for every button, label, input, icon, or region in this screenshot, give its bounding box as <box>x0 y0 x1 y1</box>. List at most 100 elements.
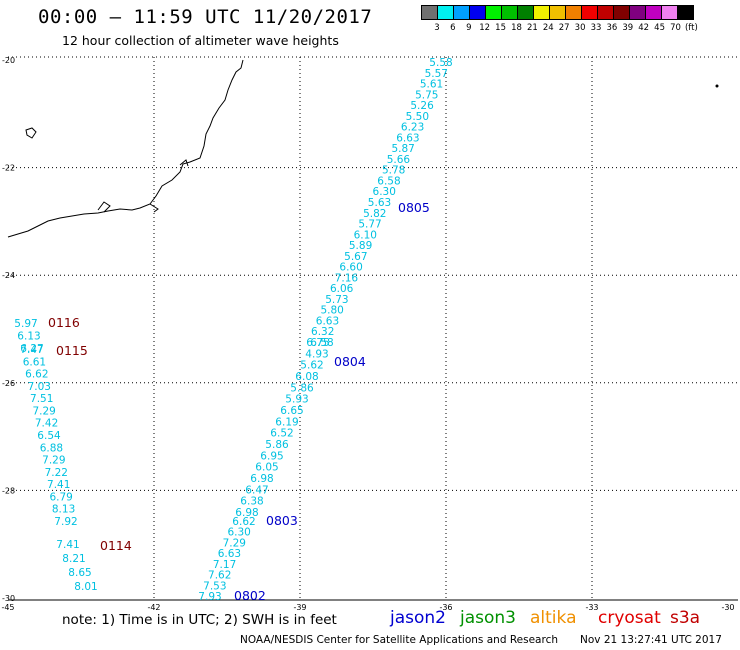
island-outline <box>25 127 37 139</box>
swh-value: 5.86 <box>290 382 314 394</box>
longitude-label: -36 <box>439 603 452 612</box>
legend-tick-label: 18 <box>511 23 522 33</box>
pass-label: 0802 <box>234 588 266 603</box>
pass-label: 0115 <box>56 343 88 358</box>
swh-value: 6.58 <box>310 337 333 349</box>
swh-value: 8.13 <box>52 504 75 516</box>
satellite-tracks: 5.585.575.615.755.265.506.236.635.875.66… <box>14 57 452 603</box>
swh-value: 6.19 <box>275 416 298 428</box>
satellite-name-cryosat: cryosat <box>598 608 661 628</box>
legend-swatch <box>677 5 694 20</box>
axis-labels: -20-22-24-26-28-30-45 -42 -39 -36 -33 -30 <box>1 56 734 612</box>
swh-value: 6.63 <box>218 548 241 560</box>
swh-value: 7.41 <box>56 539 79 551</box>
satellite-name-jason3: jason3 <box>460 608 516 628</box>
legend-tick-label: 33 <box>590 23 602 33</box>
legend-unit-label: (ft) <box>684 23 698 33</box>
swh-value: 6.47 <box>245 484 268 496</box>
swh-value: 6.13 <box>17 331 40 343</box>
footer-credit: NOAA/NESDIS Center for Satellite Applica… <box>240 634 558 646</box>
swh-value: 7.62 <box>208 570 231 582</box>
longitude-label: -30 <box>721 603 734 612</box>
swh-value: 6.98 <box>235 507 258 519</box>
swh-value: 6.27 <box>20 343 43 355</box>
wave-height-color-legend: 3 6 9 12 15 18 21 24 27 30 33 36 39 42 45 70 (ft) <box>421 5 698 35</box>
legend-tick-label: 42 <box>638 23 650 33</box>
latitude-label: -20 <box>2 56 15 65</box>
legend-tick-label: 21 <box>526 23 538 33</box>
swh-value: 7.29 <box>32 405 55 417</box>
latitude-label: -28 <box>2 486 15 495</box>
pass-label: 0114 <box>100 538 132 553</box>
map-title: 00:00 – 11:59 UTC 11/20/2017 <box>38 6 373 28</box>
latitude-label: -30 <box>2 594 15 603</box>
swh-value: 7.42 <box>35 418 58 430</box>
swh-value: 7.93 <box>198 591 221 603</box>
swh-value: 7.16 <box>335 272 359 284</box>
swh-value: 7.41 <box>47 479 70 491</box>
swh-value: 6.10 <box>354 229 377 241</box>
swh-value: 5.82 <box>363 208 386 220</box>
satellite-name-s3a: s3a <box>670 608 701 628</box>
swh-value: 6.58 <box>377 175 400 187</box>
legend-tick-label: 3 <box>434 23 440 33</box>
coastline <box>7 59 244 238</box>
legend-tick-label: 6 <box>450 23 456 33</box>
legend-tick-label: 15 <box>495 23 507 33</box>
satellite-name-altika: altika <box>530 608 577 628</box>
swh-value: 6.95 <box>260 450 283 462</box>
longitude-label: -39 <box>293 603 306 612</box>
swh-value: 6.98 <box>250 473 273 485</box>
swh-value: 5.58 <box>429 57 452 69</box>
latitude-label: -22 <box>2 164 15 173</box>
swh-value: 7.29 <box>223 537 246 549</box>
swh-value: 6.62 <box>25 369 48 381</box>
swh-value: 7.03 <box>28 381 51 393</box>
legend-tick-label: 12 <box>479 23 491 33</box>
swh-value: 6.65 <box>280 405 303 417</box>
swh-value: 5.62 <box>300 360 323 372</box>
swh-value: 5.73 <box>325 294 348 306</box>
bay-outline <box>97 159 189 213</box>
legend-swatches <box>421 5 694 20</box>
legend-tick-label: 39 <box>622 23 634 33</box>
satellite-name-jason2: jason2 <box>390 608 446 628</box>
swh-value: 4.93 <box>305 348 328 360</box>
swh-value: 6.88 <box>40 442 63 454</box>
swh-value: 5.80 <box>320 305 343 317</box>
swh-value: 7.22 <box>45 467 68 479</box>
swh-value: 5.77 <box>358 219 381 231</box>
swh-value: 5.86 <box>265 439 289 451</box>
swh-value: 5.66 <box>387 154 411 166</box>
swh-value: 6.30 <box>227 527 250 539</box>
pass-label: 0116 <box>48 315 80 330</box>
longitude-label: -45 <box>1 603 14 612</box>
swh-value: 6.38 <box>240 496 263 508</box>
legend-tick-label: 30 <box>574 23 586 33</box>
swh-value: 5.87 <box>391 143 414 155</box>
swh-value: 7.47 <box>20 344 43 356</box>
swh-value: 8.01 <box>74 581 97 593</box>
swh-value: 6.54 <box>37 430 61 442</box>
swh-value: 6.30 <box>373 186 396 198</box>
legend-tick-labels: 3 6 9 12 15 18 21 24 27 30 33 36 39 42 45 70 (ft) <box>421 23 698 35</box>
swh-value: 5.26 <box>410 100 434 112</box>
swh-value: 5.75 <box>415 89 438 101</box>
map-grid <box>8 56 738 601</box>
footer-timestamp: Nov 21 13:27:41 UTC 2017 <box>580 634 722 646</box>
swh-value: 6.06 <box>330 283 354 295</box>
legend-tick-label: 9 <box>466 23 472 33</box>
latitude-label: -24 <box>2 271 15 280</box>
legend-tick-label: 27 <box>558 23 570 33</box>
swh-value: 6.60 <box>339 262 362 274</box>
brazil-coastline <box>7 59 244 238</box>
pass-label: 0804 <box>334 354 366 369</box>
swh-value: 6.05 <box>255 462 278 474</box>
swh-value: 6.61 <box>23 356 46 368</box>
legend-tick-label: 70 <box>670 23 681 33</box>
swh-value: 6.75 <box>306 337 329 349</box>
swh-value: 7.53 <box>203 580 226 592</box>
swh-value: 5.93 <box>285 394 308 406</box>
swh-value: 6.79 <box>49 491 72 503</box>
